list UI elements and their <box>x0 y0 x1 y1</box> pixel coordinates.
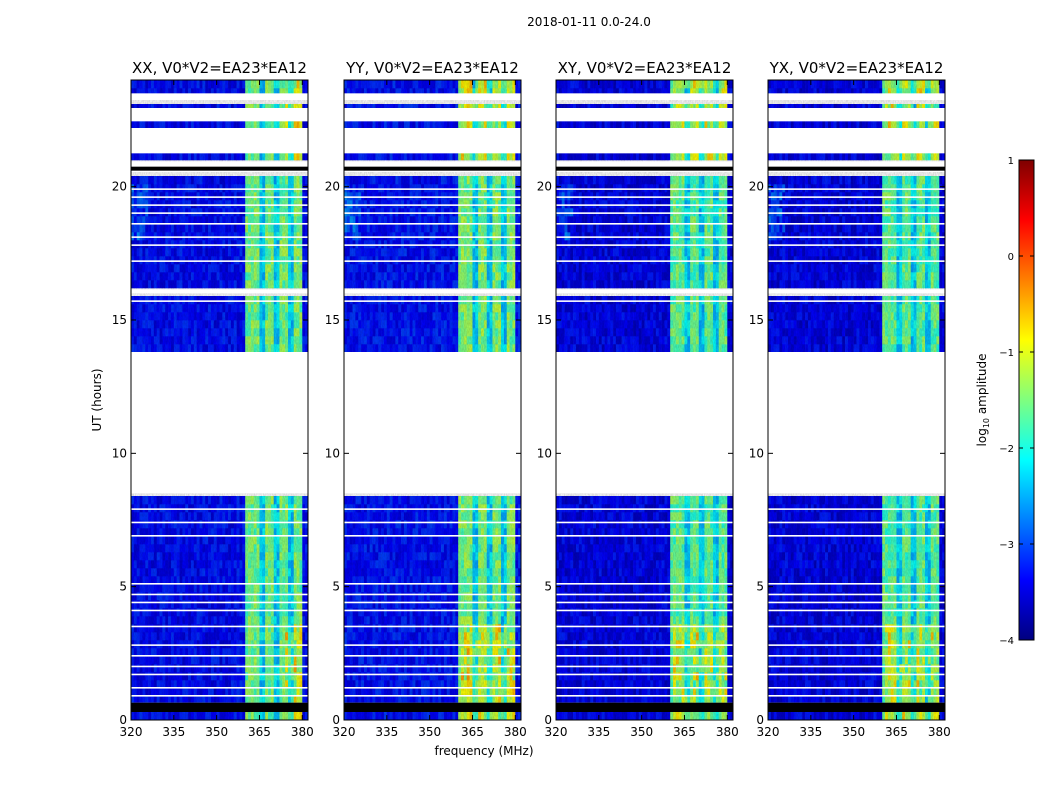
gap-line <box>131 508 308 510</box>
gap-line <box>131 244 308 246</box>
gap-line <box>131 196 308 198</box>
y-tick-label: 15 <box>112 313 127 327</box>
panel-title: XX, V0*V2=EA23*EA12 <box>132 59 307 77</box>
gap-line <box>131 188 308 190</box>
gap-line <box>131 655 308 657</box>
axes-frame <box>130 79 309 721</box>
gap-line <box>131 687 308 689</box>
x-tick-label: 320 <box>120 725 143 739</box>
black-band <box>131 166 308 171</box>
gap-line <box>131 673 308 676</box>
x-tick-label: 350 <box>205 725 228 739</box>
gap-line <box>131 625 308 628</box>
x-tick-label: 365 <box>248 725 271 739</box>
gap-line <box>131 644 308 646</box>
flagged-band <box>131 289 308 294</box>
gap-line <box>131 593 308 596</box>
figure-title: 2018-01-11 0.0-24.0 <box>527 15 651 29</box>
flagged-band <box>131 352 308 494</box>
gap-line <box>131 609 308 612</box>
gap-line <box>131 236 308 238</box>
gap-line <box>131 223 308 225</box>
gap-line <box>131 583 308 585</box>
x-tick-label: 380 <box>291 725 314 739</box>
gap-line <box>131 300 308 302</box>
heatmap-cells <box>344 80 521 720</box>
flagged-band <box>131 93 308 100</box>
y-tick-label: 20 <box>112 180 127 194</box>
gap-line <box>131 204 308 206</box>
gap-line <box>131 665 308 668</box>
gap-line <box>131 212 308 214</box>
black-band <box>131 702 308 712</box>
heatmap-cells <box>131 80 308 720</box>
panel-1: XX, V0*V2=EA23*EA12 320 335 350 365 380 0 5 10 15… <box>112 59 314 739</box>
gap-line <box>131 695 308 697</box>
gap-line <box>131 521 308 524</box>
y-tick-label: 0 <box>119 713 127 727</box>
y-tick-label: 5 <box>119 580 127 594</box>
y-tick-label: 10 <box>112 446 127 460</box>
panels: XX, V0*V2=EA23*EA12 320 335 350 365 380 0 5 10 15… <box>112 59 951 739</box>
gap-line <box>131 601 308 604</box>
x-tick-label: 335 <box>162 725 185 739</box>
gap-line <box>131 260 308 262</box>
gap-line <box>131 535 308 537</box>
flagged-band <box>131 161 308 172</box>
flagged-band <box>131 128 308 154</box>
flagged-band <box>131 108 308 122</box>
